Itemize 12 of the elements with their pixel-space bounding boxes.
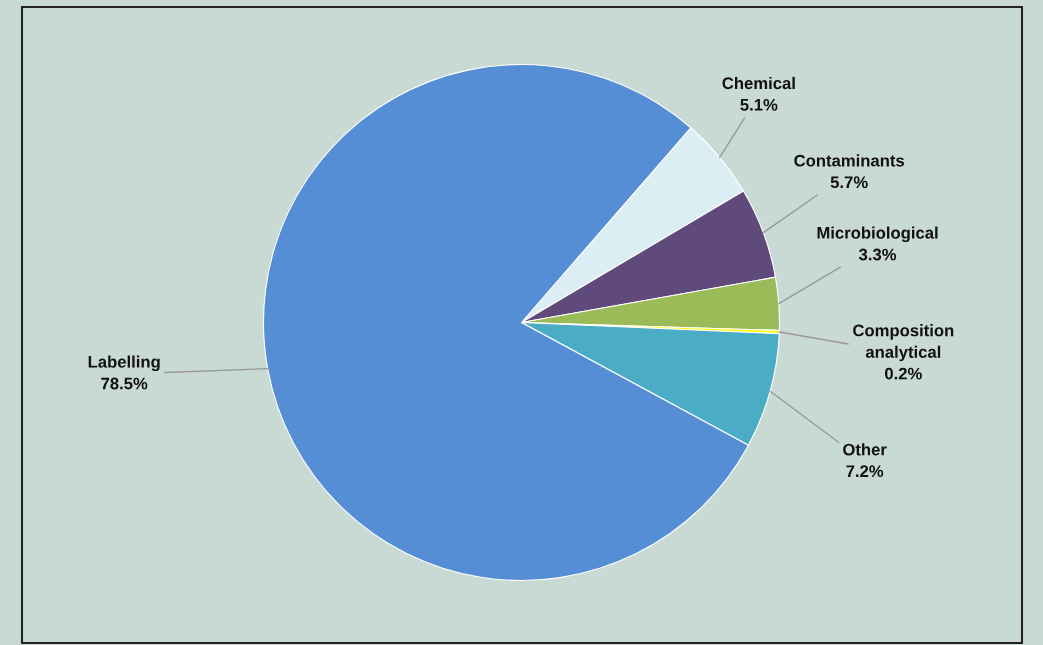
data-label: 0.2%: [885, 367, 922, 380]
data-label: 5.1%: [740, 98, 778, 111]
data-label: 5.7%: [830, 176, 868, 189]
slice-label: Microbiological: [817, 226, 938, 243]
data-label: 78.5%: [101, 377, 148, 390]
slice-label: Chemical: [722, 76, 795, 90]
slice-label: Labelling: [88, 355, 160, 372]
slice-label: Contaminants: [794, 154, 905, 167]
data-label: 7.2%: [846, 465, 884, 478]
data-label: 3.3%: [858, 248, 897, 261]
slice-label: Composition analytical: [853, 324, 954, 362]
slice-label: Other: [843, 443, 887, 456]
